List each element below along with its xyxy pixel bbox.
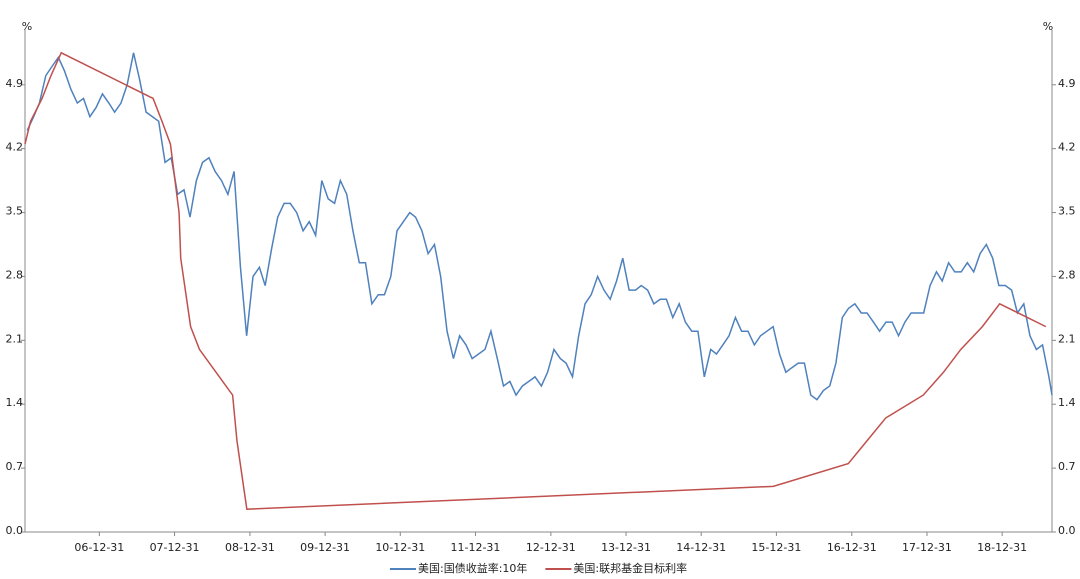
series-line bbox=[24, 51, 1047, 510]
y2-tick-label: 0.7 bbox=[1058, 460, 1076, 473]
x-tick-label: 11-12-31 bbox=[451, 541, 501, 554]
x-tick-label: 13-12-31 bbox=[601, 541, 651, 554]
x-tick-label: 18-12-31 bbox=[977, 541, 1027, 554]
y-tick-label: 2.8 bbox=[6, 268, 24, 281]
y-tick-label: 1.4 bbox=[6, 396, 24, 409]
legend-label: 美国:国债收益率:10年 bbox=[418, 561, 527, 575]
y-tick-label: 4.9 bbox=[6, 77, 24, 90]
x-tick-label: 14-12-31 bbox=[676, 541, 726, 554]
y2-tick-label: 1.4 bbox=[1058, 396, 1076, 409]
x-tick-label: 07-12-31 bbox=[150, 541, 200, 554]
x-tick-label: 16-12-31 bbox=[827, 541, 877, 554]
x-tick-label: 08-12-31 bbox=[225, 541, 275, 554]
legend-label: 美国:联邦基金目标利率 bbox=[573, 561, 687, 575]
x-tick-label: 12-12-31 bbox=[526, 541, 576, 554]
x-tick-label: 10-12-31 bbox=[375, 541, 425, 554]
y-tick-label: 0.7 bbox=[6, 460, 24, 473]
x-tick-label: 17-12-31 bbox=[902, 541, 952, 554]
y-tick-label: 2.1 bbox=[6, 332, 24, 345]
x-tick-label: 06-12-31 bbox=[74, 541, 124, 554]
y2-tick-label: 2.8 bbox=[1058, 268, 1076, 281]
y2-tick-label: 3.5 bbox=[1058, 205, 1076, 218]
y2-tick-label: 4.9 bbox=[1058, 77, 1076, 90]
y-tick-label: 4.2 bbox=[6, 141, 24, 154]
y2-tick-label: 0.0 bbox=[1058, 524, 1076, 537]
y-axis-label: % bbox=[22, 20, 32, 33]
series-line bbox=[26, 52, 1053, 401]
y-tick-label: 0.0 bbox=[6, 524, 24, 537]
x-tick-label: 15-12-31 bbox=[751, 541, 801, 554]
x-tick-label: 09-12-31 bbox=[300, 541, 350, 554]
y2-tick-label: 4.2 bbox=[1058, 141, 1076, 154]
y2-tick-label: 2.1 bbox=[1058, 332, 1076, 345]
y2-axis-label: % bbox=[1043, 20, 1053, 33]
y-tick-label: 3.5 bbox=[6, 205, 24, 218]
